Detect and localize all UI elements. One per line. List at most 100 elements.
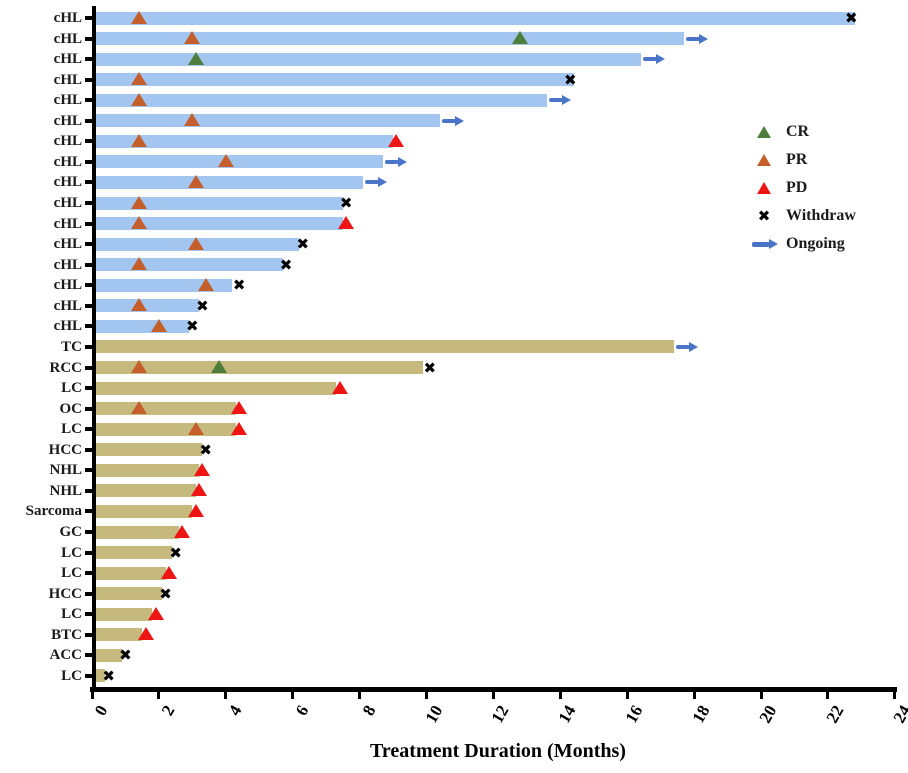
- legend-item-ongoing: Ongoing: [752, 234, 872, 254]
- ongoing-arrow-icon-head: [561, 95, 571, 106]
- y-axis-tick: [85, 571, 92, 576]
- y-axis-tick: [85, 57, 92, 62]
- y-axis-tick: [85, 468, 92, 473]
- ongoing-arrow-icon: [752, 241, 770, 247]
- row-label: cHL: [53, 133, 82, 150]
- y-axis-line: [92, 6, 96, 691]
- swimmer-bar: [96, 196, 343, 210]
- row-label: cHL: [53, 10, 82, 26]
- pr-marker-icon: [187, 421, 204, 435]
- ongoing-arrow-icon-head: [398, 156, 407, 167]
- swimmer-bar: [96, 52, 641, 66]
- x-tick: [224, 692, 228, 699]
- row-label: cHL: [53, 174, 82, 191]
- x-tick-label: 4: [224, 702, 246, 719]
- row-label: NHL: [49, 462, 82, 479]
- y-axis-tick: [85, 673, 92, 678]
- legend-withdraw-cross-icon: ✖: [752, 206, 776, 226]
- swimmer-bar: [96, 587, 163, 601]
- swimmer-bar: [96, 443, 203, 457]
- row-label: GC: [59, 524, 83, 540]
- legend-ongoing-arrow-icon: [752, 234, 778, 254]
- y-axis-tick: [85, 427, 92, 432]
- ongoing-arrow-icon: [642, 57, 657, 62]
- swimmer-bar: [96, 607, 153, 621]
- y-axis-tick: [85, 283, 92, 288]
- swimmer-bar: [96, 628, 143, 642]
- legend-label: Withdraw: [786, 207, 856, 224]
- x-tick: [358, 692, 362, 699]
- row-label: cHL: [53, 71, 82, 88]
- withdraw-marker-icon: ✖: [159, 584, 172, 603]
- x-axis-line: [90, 687, 897, 692]
- pr-triangle-icon: [757, 154, 771, 166]
- swimmer-bar: [96, 299, 200, 313]
- pr-marker-icon: [130, 298, 147, 312]
- y-axis-tick: [85, 36, 92, 41]
- ongoing-arrow-icon: [676, 344, 691, 349]
- y-axis-tick: [85, 632, 92, 637]
- x-axis-title: Treatment Duration (Months): [370, 740, 626, 762]
- pr-marker-icon: [130, 360, 147, 374]
- row-label: HCC: [48, 585, 82, 602]
- y-axis-tick: [85, 98, 92, 103]
- withdraw-marker-icon: ✖: [296, 235, 310, 254]
- x-tick-label: 20: [755, 702, 781, 727]
- pr-marker-icon: [130, 401, 147, 415]
- cr-marker-icon: [187, 51, 204, 65]
- swimmer-bar: [96, 525, 179, 539]
- row-label: BTC: [51, 626, 82, 643]
- row-label: cHL: [53, 215, 82, 232]
- pd-marker-icon: [191, 483, 208, 497]
- swimmer-bar: [96, 648, 123, 662]
- swimmer-bar: [96, 114, 440, 128]
- y-axis-tick: [85, 139, 92, 144]
- x-tick-label: 10: [421, 702, 446, 727]
- x-tick-label: 18: [688, 702, 714, 727]
- withdraw-marker-icon: ✖: [232, 276, 246, 295]
- y-axis-tick: [85, 16, 92, 20]
- pr-marker-icon: [130, 10, 147, 24]
- y-axis-tick: [85, 488, 92, 493]
- pr-marker-icon: [130, 133, 147, 147]
- pr-marker-icon: [130, 92, 147, 106]
- pr-marker-icon: [184, 113, 201, 127]
- row-label: LC: [61, 667, 82, 684]
- row-label: cHL: [53, 195, 82, 212]
- x-tick-label: 8: [358, 702, 380, 719]
- pr-marker-icon: [130, 195, 147, 209]
- y-axis-tick: [85, 530, 92, 534]
- pd-marker-icon: [331, 380, 348, 394]
- y-axis-tick: [85, 344, 92, 349]
- swimmer-bar: [96, 566, 166, 580]
- swimmer-bar: [96, 381, 337, 395]
- ongoing-arrow-icon-head: [655, 54, 665, 65]
- cr-triangle-icon: [757, 126, 771, 138]
- row-label: LC: [61, 544, 82, 561]
- pr-marker-icon: [187, 236, 204, 250]
- legend-item-pd: PD: [752, 178, 872, 198]
- y-axis-tick: [85, 118, 92, 123]
- pr-marker-icon: [217, 154, 234, 168]
- ongoing-arrow-icon-head: [699, 33, 709, 44]
- swimmer-bar: [96, 546, 173, 560]
- withdraw-marker-icon: ✖: [279, 255, 293, 274]
- withdraw-marker-icon: ✖: [169, 543, 182, 562]
- legend-label: CR: [786, 123, 810, 140]
- y-axis-tick: [85, 591, 92, 596]
- pr-marker-icon: [130, 257, 147, 271]
- row-label: cHL: [53, 51, 82, 68]
- pd-marker-icon: [388, 133, 405, 147]
- y-axis-tick: [85, 447, 92, 452]
- swimmer-bar: [96, 93, 547, 107]
- row-label: OC: [59, 400, 83, 417]
- legend-label: Ongoing: [786, 235, 845, 252]
- legend-label: PR: [786, 151, 808, 168]
- y-axis-tick: [85, 653, 92, 658]
- x-tick: [893, 692, 897, 699]
- y-axis-tick: [85, 303, 92, 308]
- cr-marker-icon: [512, 31, 529, 45]
- legend-item-withdraw: ✖ Withdraw: [752, 206, 872, 226]
- pd-marker-icon: [194, 462, 211, 476]
